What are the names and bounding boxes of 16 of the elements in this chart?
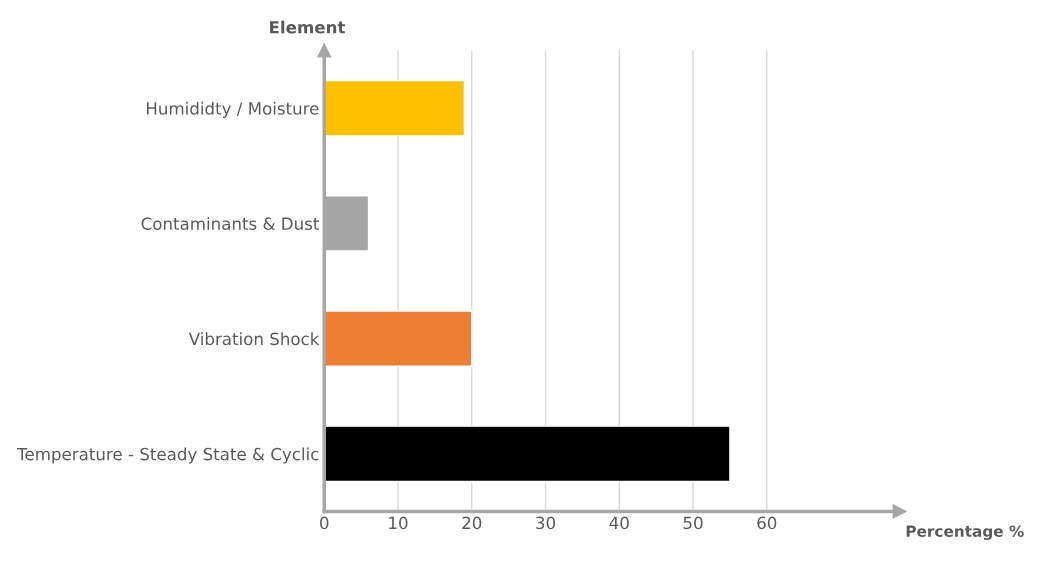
y-tick-label: Contaminants & Dust	[141, 217, 320, 230]
x-tick-label: 50	[683, 516, 703, 530]
y-tick-label: Vibration Shock	[188, 332, 320, 346]
x-tick-label: 10	[389, 516, 408, 530]
x-tick-label: 20	[462, 516, 482, 530]
bar	[324, 79, 466, 137]
y-axis-title: Element	[270, 20, 346, 34]
x-tick-label: 30	[536, 516, 556, 530]
x-tick-label: 0	[320, 516, 329, 530]
x-tick-label: 40	[609, 516, 629, 530]
y-tick-label: Humididty / Moisture	[146, 101, 319, 118]
x-tick-label: 60	[757, 516, 777, 530]
bar	[324, 310, 473, 367]
x-axis-title: Percentage %	[906, 525, 1024, 541]
y-tick-label: Temperature - Steady State & Cyclic	[17, 447, 319, 464]
bar	[324, 425, 731, 483]
